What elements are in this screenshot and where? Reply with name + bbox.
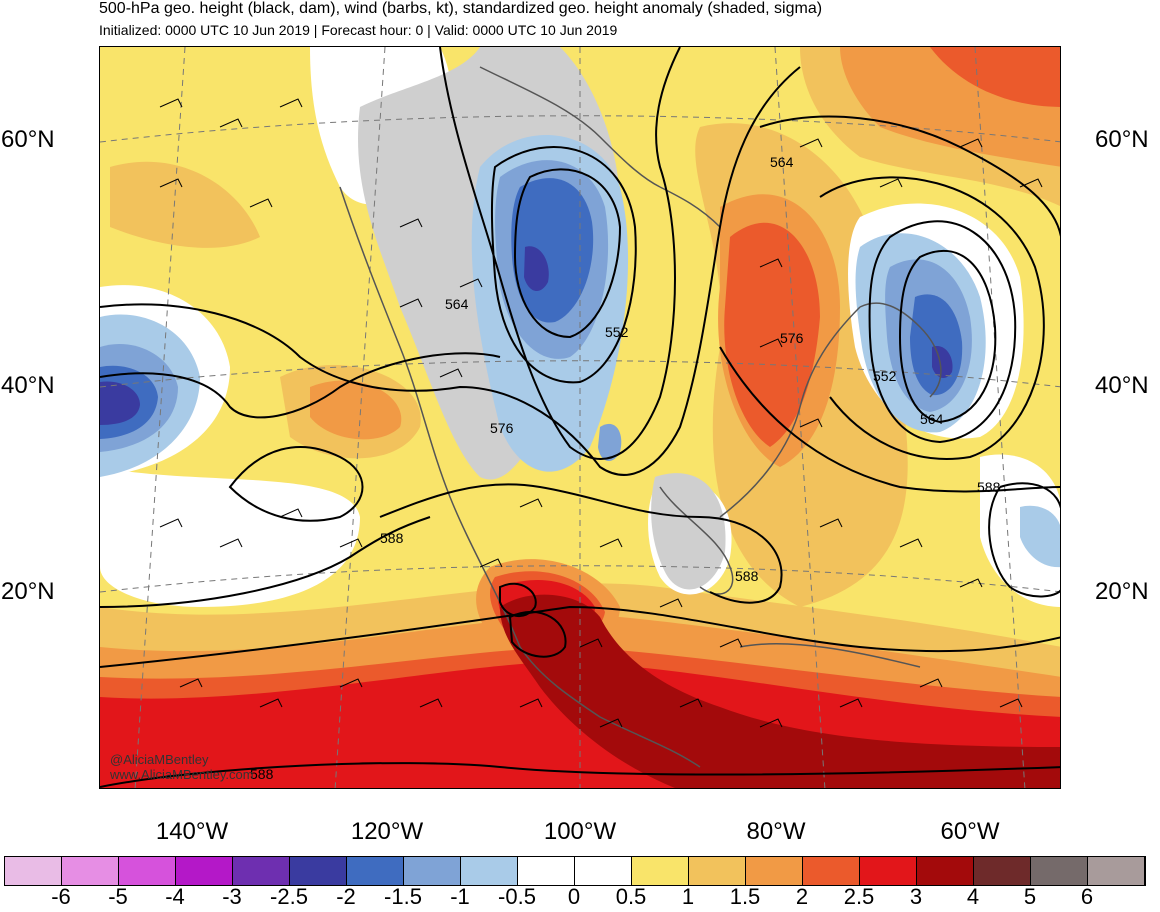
colorbar-label: 1: [681, 884, 695, 909]
lon-label-80w: 80°W: [746, 818, 806, 845]
colorbar-label: 2.5: [843, 884, 875, 909]
colorbar-swatch: [575, 857, 632, 885]
colorbar-swatch: [860, 857, 917, 885]
map-svg: 564 552 576 576 564 552 588 588 588 564 …: [100, 47, 1060, 788]
contour-label-564b: 564: [770, 154, 794, 170]
colorbar-label: -5: [108, 884, 128, 909]
colorbar-swatch: [803, 857, 860, 885]
lon-label-60w: 60°W: [940, 818, 1000, 845]
colorbar: [4, 856, 1146, 886]
chart-subtitle: Initialized: 0000 UTC 10 Jun 2019 | Fore…: [99, 22, 618, 38]
wind-barbs: [159, 98, 1043, 728]
height-contours: [100, 47, 1060, 788]
contour-label-588a: 588: [380, 530, 404, 546]
lat-label-60n-right: 60°N: [1095, 126, 1149, 153]
colorbar-label: -6: [51, 884, 71, 909]
contour-label-576a: 576: [490, 420, 514, 436]
colorbar-swatch: [290, 857, 347, 885]
colorbar-swatch: [917, 857, 974, 885]
colorbar-label: -4: [165, 884, 185, 909]
colorbar-label: 0: [567, 884, 581, 909]
credit-url: www.AliciaMBentley.com: [110, 767, 254, 782]
colorbar-swatch: [689, 857, 746, 885]
colorbar-label: 6: [1080, 884, 1094, 909]
contour-label-564c: 564: [920, 411, 944, 427]
colorbar-label: 2: [795, 884, 809, 909]
lon-label-140w: 140°W: [155, 818, 229, 845]
contour-label-588b: 588: [977, 479, 1001, 495]
lon-label-120w: 120°W: [350, 818, 424, 845]
colorbar-swatch: [632, 857, 689, 885]
credit-handle: @AliciaMBentley: [110, 752, 209, 767]
colorbar-swatch: [347, 857, 404, 885]
colorbar-label: -2: [336, 884, 356, 909]
colorbar-label: -2.5: [270, 884, 308, 909]
colorbar-label: -1: [450, 884, 470, 909]
colorbar-swatch: [119, 857, 176, 885]
contour-label-552a: 552: [605, 324, 629, 340]
colorbar-swatch: [5, 857, 62, 885]
contour-label-564a: 564: [445, 296, 469, 312]
lat-label-60n-left: 60°N: [1, 126, 55, 153]
chart-title: 500-hPa geo. height (black, dam), wind (…: [99, 0, 823, 17]
colorbar-swatch: [518, 857, 575, 885]
colorbar-swatch: [461, 857, 518, 885]
colorbar-swatch: [1088, 857, 1145, 885]
contour-label-588d: 588: [250, 766, 274, 782]
colorbar-label: 0.5: [615, 884, 647, 909]
graticule: [100, 47, 1060, 788]
colorbar-swatch: [404, 857, 461, 885]
lat-label-20n-right: 20°N: [1095, 578, 1149, 605]
lat-label-40n-left: 40°N: [1, 372, 55, 399]
colorbar-swatch: [176, 857, 233, 885]
colorbar-label: 1.5: [729, 884, 761, 909]
contour-label-588c: 588: [735, 568, 759, 584]
colorbar-label: -1.5: [384, 884, 422, 909]
colorbar-swatch: [746, 857, 803, 885]
weather-map: 564 552 576 576 564 552 588 588 588 564 …: [99, 46, 1061, 789]
colorbar-swatch: [1031, 857, 1088, 885]
coastlines: [339, 66, 942, 768]
contour-label-552b: 552: [873, 368, 897, 384]
lat-label-40n-right: 40°N: [1095, 372, 1149, 399]
colorbar-label: 5: [1023, 884, 1037, 909]
colorbar-swatch: [233, 857, 290, 885]
contour-labels: 564 552 576 576 564 552 588 588 588 564 …: [250, 154, 1001, 782]
colorbar-swatch: [974, 857, 1031, 885]
colorbar-label: -0.5: [498, 884, 536, 909]
colorbar-label: 3: [909, 884, 923, 909]
lat-label-20n-left: 20°N: [1, 578, 55, 605]
colorbar-label: 4: [966, 884, 980, 909]
lon-label-100w: 100°W: [543, 818, 617, 845]
colorbar-label: -3: [222, 884, 242, 909]
colorbar-swatch: [62, 857, 119, 885]
contour-label-576b: 576: [780, 330, 804, 346]
